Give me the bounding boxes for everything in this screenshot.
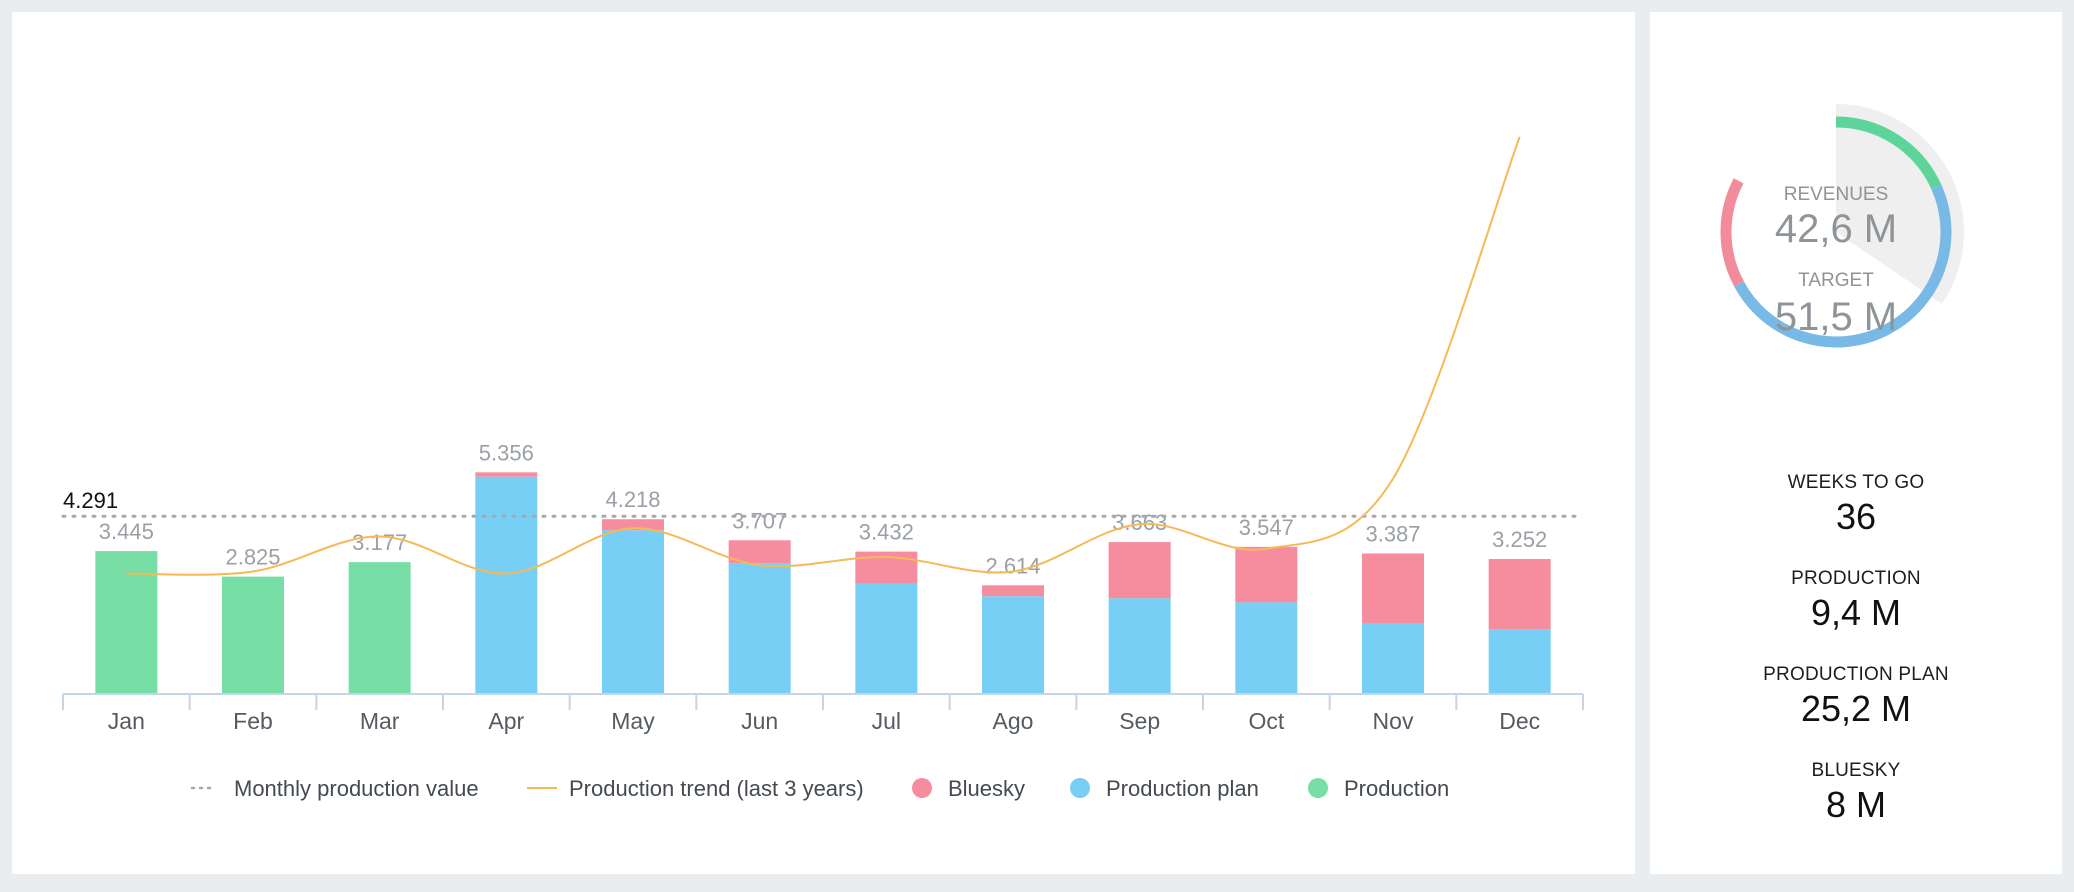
bar-production-plan: [602, 530, 664, 693]
legend-label: Bluesky: [948, 776, 1025, 801]
bar-production-plan: [1235, 602, 1298, 693]
target-value: 51,5 M: [1775, 295, 1897, 339]
bar-bluesky: [728, 540, 791, 564]
bar-production-plan: [982, 596, 1044, 693]
bar-production: [95, 551, 158, 693]
gauge-segment-production-plan: [1734, 184, 1952, 348]
bar-production-plan: [1362, 622, 1424, 693]
revenue-gauge: REVENUES 42,6 M TARGET 51,5 M: [1720, 104, 1964, 348]
target-label: TARGET: [1798, 270, 1874, 291]
legend-symbol-circle: [1070, 778, 1090, 798]
stat-label: WEEKS TO GO: [1787, 472, 1925, 493]
bar-bluesky: [1488, 559, 1551, 630]
legend-label: Production trend (last 3 years): [569, 776, 864, 801]
legend-label: Monthly production value: [234, 776, 479, 801]
bar-value-label: 3.663: [1112, 510, 1167, 535]
x-tick-label: Dec: [1499, 708, 1540, 734]
bar-value-label: 2.614: [985, 553, 1040, 578]
stat-weeks-to-go: WEEKS TO GO 36: [1650, 472, 2062, 538]
gauge-progress-wedge: [1836, 104, 1964, 304]
x-tick-label: Jan: [108, 708, 145, 734]
stat-value: 25,2 M: [1800, 688, 1912, 729]
x-tick-label: May: [611, 708, 655, 734]
x-tick-label: Jun: [741, 708, 778, 734]
stat-production-plan: PRODUCTION PLAN 25,2 M: [1650, 664, 2062, 730]
bar-value-label: 4.218: [605, 487, 660, 512]
bar-value-label: 3.177: [352, 530, 407, 555]
stat-label: PRODUCTION PLAN: [1763, 664, 1949, 685]
x-tick-label: Ago: [993, 708, 1034, 734]
stat-production: PRODUCTION 9,4 M: [1650, 568, 2062, 634]
x-tick-label: Oct: [1248, 708, 1284, 734]
bar-value-label: 3.547: [1239, 515, 1294, 540]
x-tick-label: Nov: [1373, 708, 1414, 734]
bar-production-plan: [475, 476, 538, 693]
production-chart: 3.445 2.825 3.177 5.356 4.218 3.707 3.432 2.614…: [61, 136, 1585, 801]
bar-bluesky: [982, 585, 1044, 597]
summary-panel: REVENUES 42,6 M TARGET 51,5 M WEEKS TO G…: [1650, 12, 2062, 874]
bar-bluesky: [1362, 553, 1424, 623]
bar-production-plan: [728, 563, 791, 693]
gauge-segment-bluesky: [1720, 178, 1744, 287]
legend-symbol-circle: [912, 778, 932, 798]
bar-production-plan: [1488, 629, 1551, 693]
bar-value-label: 3.707: [732, 508, 787, 533]
bar-production-plan: [1108, 598, 1171, 693]
bar-bluesky: [602, 519, 664, 531]
bar-value-label: 3.387: [1365, 521, 1420, 546]
bar-bluesky: [475, 472, 538, 477]
stat-value: 36: [1835, 496, 1877, 537]
bar-bluesky: [1108, 542, 1171, 599]
x-tick-label: Apr: [488, 708, 524, 734]
bar-value-label: 3.445: [99, 519, 154, 544]
stat-label: PRODUCTION: [1791, 568, 1921, 589]
revenues-label: REVENUES: [1784, 184, 1889, 205]
legend-symbol-circle: [1308, 778, 1328, 798]
legend-label: Production plan: [1106, 776, 1259, 801]
reference-line-label: 4.291: [63, 488, 118, 513]
bar-value-label: 3.432: [859, 520, 914, 545]
stat-label: BLUESKY: [1811, 760, 1901, 781]
trend-line: [126, 136, 1521, 576]
x-tick-label: Jul: [872, 708, 901, 734]
bar-bluesky: [1235, 546, 1298, 603]
stat-bluesky: BLUESKY 8 M: [1650, 760, 2062, 826]
revenues-value: 42,6 M: [1775, 207, 1897, 251]
bar-production-plan: [855, 583, 918, 693]
bar-production: [348, 562, 411, 693]
gauge-segment-production: [1835, 116, 1942, 190]
chart-panel: 3.445 2.825 3.177 5.356 4.218 3.707 3.432 2.614…: [12, 12, 1635, 874]
bar-value-label: 3.252: [1492, 527, 1547, 552]
x-tick-label: Sep: [1119, 708, 1160, 734]
x-tick-label: Feb: [233, 708, 273, 734]
bar-value-label: 5.356: [479, 440, 534, 465]
stat-value: 9,4 M: [1810, 592, 1902, 633]
x-tick-label: Mar: [360, 708, 400, 734]
stat-value: 8 M: [1825, 784, 1886, 825]
bar-value-label: 2.825: [225, 545, 280, 570]
legend-label: Production: [1344, 776, 1449, 801]
bar-production: [222, 576, 284, 693]
